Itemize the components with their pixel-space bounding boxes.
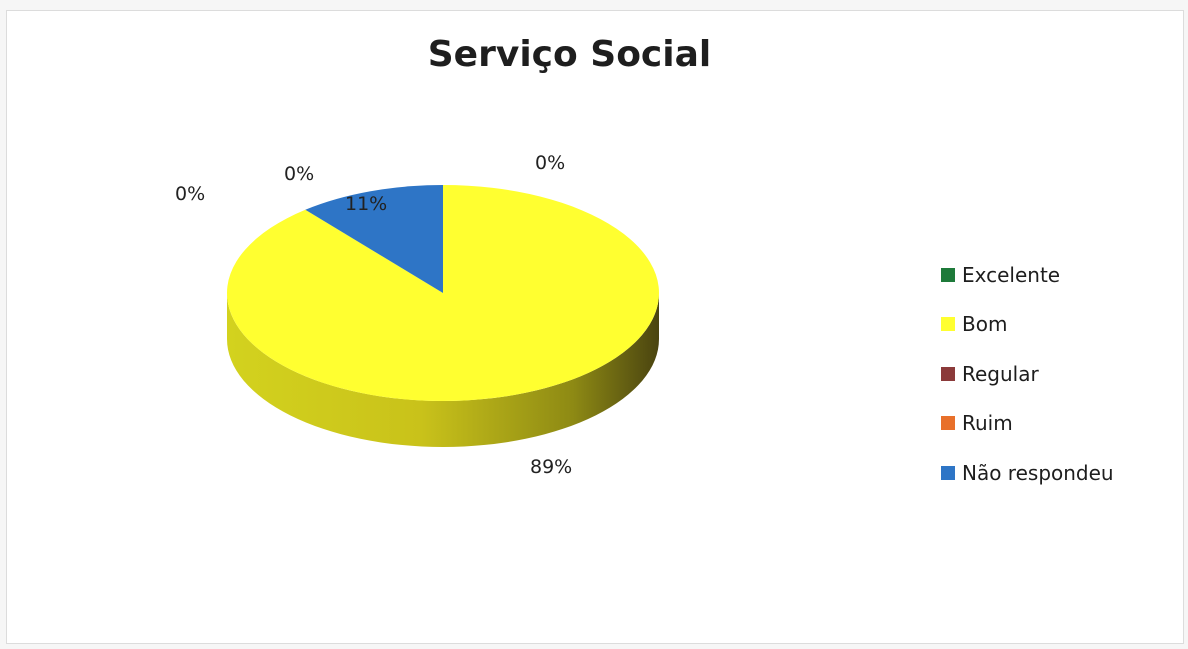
- legend-item-regular: Regular: [941, 349, 1114, 399]
- legend-swatch-regular: [941, 366, 955, 381]
- legend-label-bom: Bom: [962, 312, 1008, 337]
- legend-label-excelente: Excelente: [962, 262, 1061, 287]
- legend-swatch-nao-respondeu: [941, 465, 955, 480]
- data-label-excelente: 0%: [535, 152, 565, 174]
- pie-side-wall: [227, 293, 659, 447]
- legend-item-excelente: Excelente: [941, 250, 1114, 300]
- data-label-nao-respondeu: 11%: [345, 193, 387, 215]
- pie-slice-nao-respondeu: [305, 185, 443, 293]
- legend-swatch-excelente: [941, 267, 955, 282]
- legend-item-nao-respondeu: Não respondeu: [941, 448, 1114, 498]
- legend-item-bom: Bom: [941, 300, 1114, 350]
- legend-swatch-bom: [941, 317, 955, 332]
- legend-label-ruim: Ruim: [962, 411, 1013, 436]
- legend: Excelente Bom Regular Ruim Não respondeu: [941, 250, 1114, 498]
- data-label-ruim: 0%: [284, 163, 314, 185]
- chart-title: Serviço Social: [427, 34, 712, 75]
- legend-label-nao-respondeu: Não respondeu: [962, 460, 1114, 485]
- data-label-regular: 0%: [175, 183, 205, 205]
- legend-item-ruim: Ruim: [941, 399, 1114, 449]
- legend-swatch-ruim: [941, 416, 955, 431]
- pie-slice-bom: [227, 185, 660, 401]
- legend-label-regular: Regular: [962, 361, 1039, 386]
- data-label-bom: 89%: [530, 456, 572, 478]
